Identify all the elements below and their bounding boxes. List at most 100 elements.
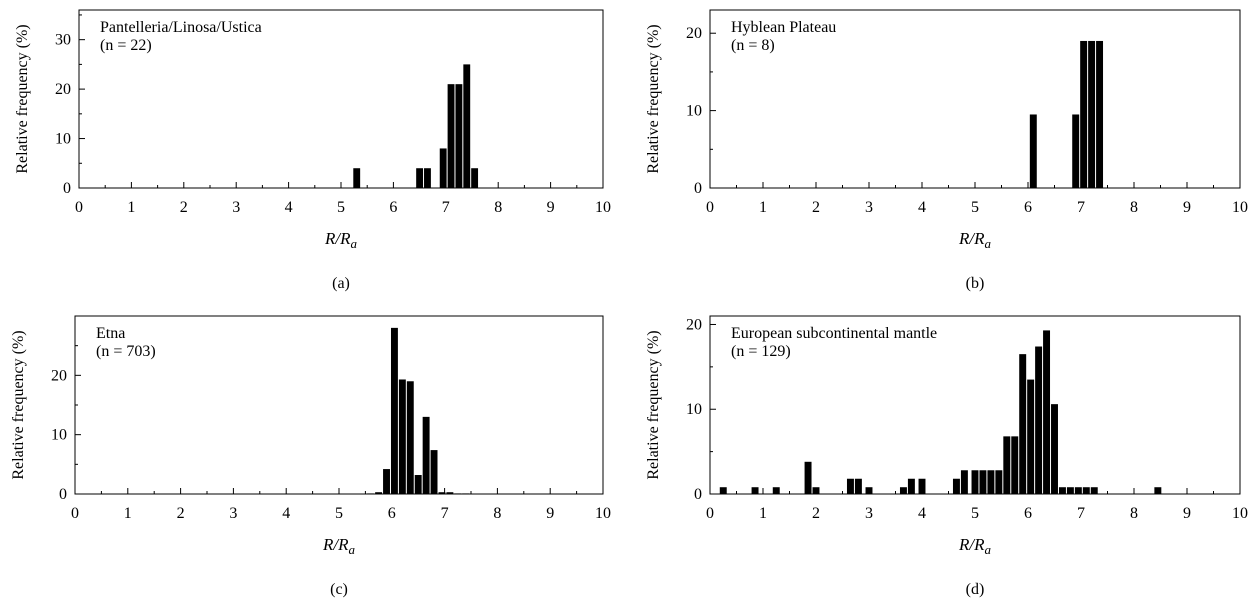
y-tick-label: 20: [686, 25, 702, 42]
x-tick-label: 8: [1130, 199, 1138, 216]
x-tick-label: 2: [812, 505, 820, 522]
y-tick-label: 10: [686, 103, 702, 120]
histogram-bar: [907, 478, 915, 494]
sample-size-label: (n = 129): [731, 343, 791, 360]
x-tick-label: 4: [918, 199, 926, 216]
histogram-bar: [454, 493, 462, 495]
histogram-bar: [751, 487, 759, 494]
panel-caption: (b): [966, 275, 985, 292]
x-tick-label: 8: [1130, 505, 1138, 522]
sample-size-label: (n = 8): [731, 37, 775, 54]
x-tick-label: 3: [865, 505, 873, 522]
panel-title: Hyblean Plateau: [731, 19, 836, 36]
x-axis-label: R/Ra: [322, 535, 356, 557]
histogram-bar: [455, 84, 463, 188]
histogram-bar: [1154, 487, 1162, 494]
x-tick-label: 4: [285, 199, 293, 216]
histogram-bar: [1082, 487, 1090, 494]
x-tick-label: 2: [177, 505, 185, 522]
x-tick-label: 5: [337, 199, 345, 216]
histogram-bar: [416, 168, 424, 188]
histogram-bar: [865, 487, 873, 494]
histogram-bar: [406, 381, 414, 494]
x-tick-label: 7: [1077, 505, 1085, 522]
histogram-bar: [1074, 487, 1082, 494]
x-tick-label: 10: [595, 505, 611, 522]
panel-title: Etna: [96, 325, 125, 342]
histogram-bar: [438, 492, 446, 494]
histogram-bar: [439, 148, 447, 188]
x-tick-label: 3: [229, 505, 237, 522]
plot-frame: [709, 9, 1241, 189]
x-tick-label: 0: [75, 199, 83, 216]
histogram-bar: [1029, 114, 1037, 188]
x-tick-label: 1: [124, 505, 132, 522]
x-tick-label: 1: [127, 199, 135, 216]
x-tick-label: 5: [335, 505, 343, 522]
histogram-bar: [1090, 487, 1098, 494]
y-tick-label: 0: [694, 180, 702, 197]
x-axis-label: R/Ra: [958, 535, 992, 557]
y-axis-label: Relative frequency (%): [645, 24, 662, 173]
histogram-bar: [375, 492, 383, 494]
histogram-bar: [1019, 354, 1027, 494]
x-tick-label: 8: [494, 199, 502, 216]
histogram-bar: [846, 478, 854, 494]
x-tick-label: 0: [706, 199, 714, 216]
histogram-bar: [979, 470, 987, 494]
x-tick-label: 3: [232, 199, 240, 216]
sample-size-label: (n = 22): [100, 37, 152, 54]
x-tick-label: 0: [71, 505, 79, 522]
histogram-bar: [414, 475, 422, 494]
x-tick-label: 5: [971, 505, 979, 522]
x-tick-label: 2: [812, 199, 820, 216]
x-axis-label: R/Ra: [958, 229, 992, 251]
panel-a: 0 1 2 3 4 5 6 7 8 9 10 0 10 20 30 Pantelleria/Linosa/Us…: [14, 9, 611, 292]
y-tick-label: 10: [55, 131, 71, 148]
y-tick-label: 0: [63, 180, 71, 197]
x-tick-label: 2: [180, 199, 188, 216]
x-tick-label: 1: [759, 199, 767, 216]
histogram-bar: [899, 487, 907, 494]
histogram-bar: [971, 470, 979, 494]
x-tick-label: 10: [595, 199, 611, 216]
x-tick-label: 6: [389, 199, 397, 216]
histogram-bar: [430, 450, 438, 494]
histogram-bar: [1088, 40, 1096, 189]
histogram-bar: [719, 487, 727, 494]
y-tick-label: 0: [694, 486, 702, 503]
histogram-bar: [1058, 487, 1066, 494]
histogram-bar: [1043, 330, 1051, 494]
panel-title: Pantelleria/Linosa/Ustica: [100, 19, 262, 36]
histogram-bar: [398, 379, 406, 494]
histogram-bar: [390, 327, 398, 494]
x-tick-label: 4: [918, 505, 926, 522]
x-tick-label: 7: [1077, 199, 1085, 216]
y-axis-label: Relative frequency (%): [14, 24, 31, 173]
y-tick-label: 20: [55, 81, 71, 98]
histogram-bar: [1096, 40, 1104, 189]
histogram-bar: [1080, 40, 1088, 189]
histogram-bar: [471, 168, 479, 188]
histogram-bar: [1003, 436, 1011, 494]
x-tick-label: 7: [442, 199, 450, 216]
histogram-bar: [960, 470, 968, 494]
y-axis-label: Relative frequency (%): [10, 330, 27, 479]
histogram-bar: [1066, 487, 1074, 494]
y-axis-label: Relative frequency (%): [645, 330, 662, 479]
panel-caption: (d): [966, 581, 985, 598]
panel-caption: (a): [332, 275, 350, 292]
panel-b: 0 1 2 3 4 5 6 7 8 9 10 0 10 20 Hyblean Plateau(n = 8) R…: [645, 9, 1248, 292]
x-tick-label: 9: [547, 199, 555, 216]
y-tick-label: 0: [59, 486, 67, 503]
histogram-bar: [462, 493, 470, 495]
x-tick-label: 6: [1024, 199, 1032, 216]
histogram-bar: [1072, 114, 1080, 188]
x-tick-label: 5: [971, 199, 979, 216]
histogram-bar: [952, 478, 960, 494]
x-tick-label: 8: [493, 505, 501, 522]
histogram-bar: [447, 84, 455, 188]
histogram-bar: [422, 416, 430, 494]
y-tick-label: 30: [55, 32, 71, 49]
histogram-bar: [918, 478, 926, 494]
